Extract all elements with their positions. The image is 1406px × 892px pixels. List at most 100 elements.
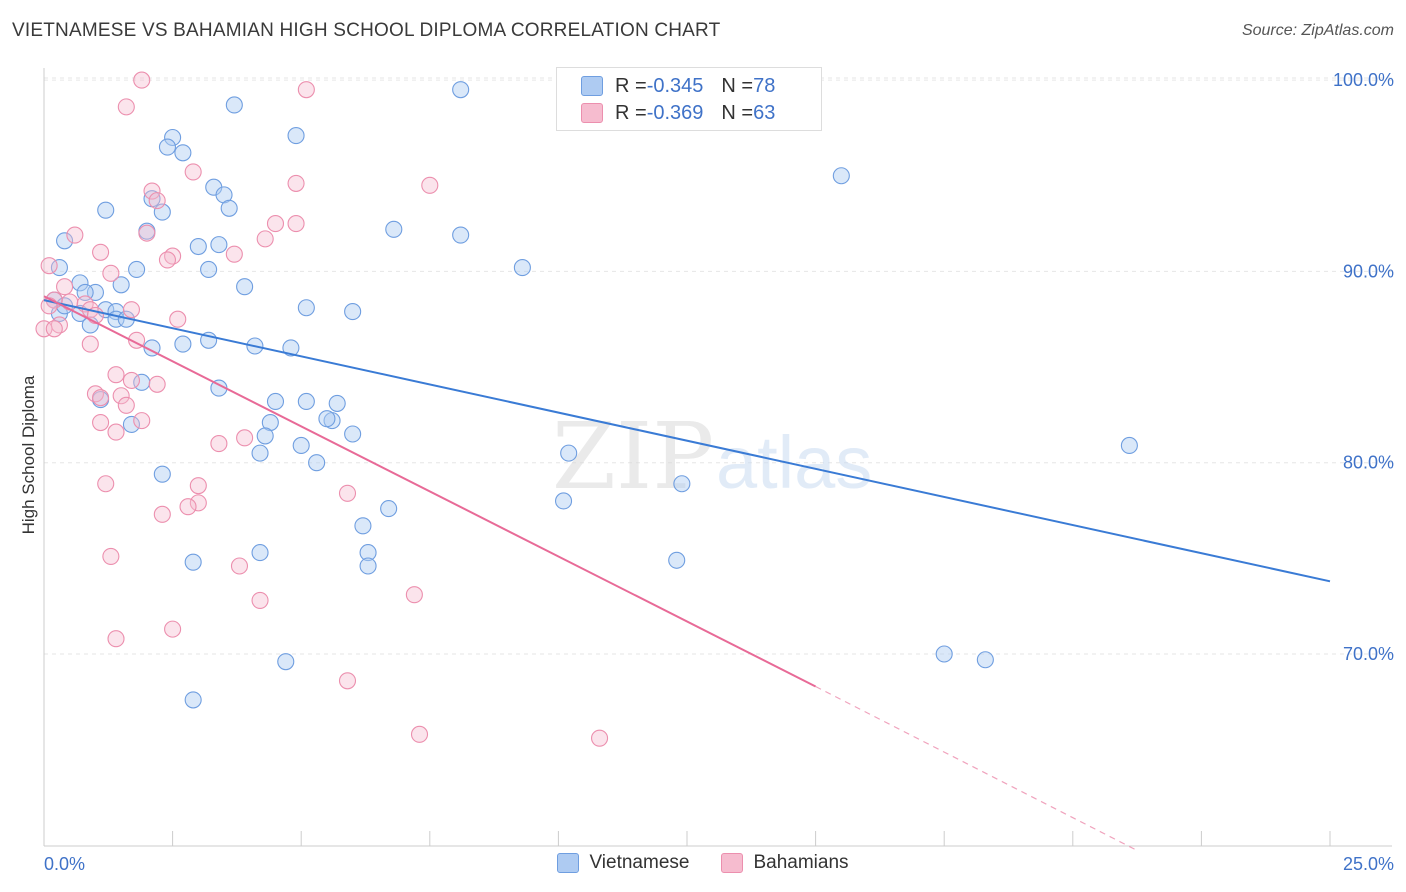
point-vietnamese: [184, 553, 202, 571]
point-vietnamese: [935, 645, 953, 663]
legend-item-bahamians: Bahamians: [721, 852, 849, 874]
point-vietnamese: [210, 236, 228, 254]
point-vietnamese: [277, 653, 295, 671]
point-bahamians: [35, 320, 53, 338]
point-vietnamese: [50, 259, 68, 277]
point-bahamians: [405, 586, 423, 604]
point-vietnamese: [86, 283, 104, 301]
point-bahamians: [158, 251, 177, 269]
point-bahamians: [148, 192, 166, 210]
point-bahamians: [338, 484, 357, 502]
trend-lines: [43, 295, 1331, 850]
point-vietnamese: [158, 138, 177, 156]
point-bahamians: [179, 498, 197, 516]
legend-row-bahamians: R = -0.369 N = 63: [581, 100, 775, 126]
point-bahamians: [45, 320, 63, 338]
trendline-bahamians: [43, 295, 817, 688]
point-bahamians: [297, 81, 315, 99]
point-bahamians: [81, 335, 99, 353]
point-vietnamese: [513, 259, 531, 277]
watermark-zip: ZIP: [552, 403, 714, 510]
point-bahamians: [92, 243, 110, 261]
point-bahamians: [251, 591, 269, 609]
point-bahamians: [153, 505, 171, 523]
point-bahamians: [230, 557, 249, 575]
point-vietnamese: [282, 339, 300, 357]
point-bahamians: [266, 215, 285, 233]
point-vietnamese: [220, 199, 238, 217]
point-bahamians: [287, 174, 305, 192]
point-vietnamese: [554, 492, 573, 510]
trendline-bahamians-extension: [815, 685, 1135, 850]
point-vietnamese: [189, 237, 207, 256]
point-vietnamese: [673, 475, 691, 493]
point-vietnamese: [97, 201, 115, 219]
r-label: R =: [615, 101, 647, 124]
trendline-vietnamese: [43, 299, 1331, 583]
point-bahamians: [107, 366, 125, 384]
legend-item-vietnamese: Vietnamese: [557, 852, 689, 874]
point-vietnamese: [976, 651, 994, 669]
legend-row-vietnamese: R = -0.345 N = 78: [581, 73, 775, 99]
point-vietnamese: [200, 260, 218, 279]
point-vietnamese: [668, 551, 686, 569]
point-bahamians: [133, 412, 151, 430]
point-bahamians: [92, 413, 110, 432]
x-ticks: [172, 831, 1331, 846]
point-vietnamese: [112, 276, 130, 294]
series-bahamians: [35, 71, 609, 747]
point-vietnamese: [318, 410, 336, 428]
point-bahamians: [169, 310, 187, 328]
point-vietnamese: [236, 278, 254, 296]
point-bahamians: [143, 182, 161, 200]
point-bahamians: [107, 630, 125, 648]
point-bahamians: [56, 278, 74, 296]
point-bahamians: [117, 98, 135, 116]
point-bahamians: [184, 163, 202, 181]
point-bahamians: [189, 494, 207, 512]
point-vietnamese: [251, 544, 269, 562]
point-bahamians: [97, 475, 115, 493]
point-bahamians: [225, 245, 243, 263]
point-vietnamese: [832, 167, 850, 185]
y-tick-label: 70.0%: [1343, 644, 1394, 664]
point-vietnamese: [328, 394, 346, 412]
r-label: R =: [615, 74, 647, 97]
r-value: -0.345: [646, 74, 704, 97]
point-bahamians: [410, 725, 429, 743]
source-label: Source: ZipAtlas.com: [1241, 22, 1394, 39]
point-vietnamese: [266, 392, 285, 411]
point-vietnamese: [380, 500, 398, 518]
y-axis-label: High School Diploma: [19, 375, 38, 534]
point-vietnamese: [297, 392, 315, 411]
y-tick-label: 100.0%: [1333, 70, 1394, 90]
n-label: N =: [721, 101, 754, 124]
point-vietnamese: [251, 444, 269, 462]
point-bahamians: [66, 226, 84, 244]
axes: [43, 68, 1392, 847]
n-value: 78: [753, 74, 776, 97]
point-vietnamese: [256, 427, 274, 445]
point-bahamians: [92, 389, 110, 407]
legend-label-bahamians: Bahamians: [753, 852, 849, 873]
y-tick-labels: 70.0% 80.0% 90.0% 100.0%: [1333, 70, 1394, 664]
point-bahamians: [107, 423, 125, 441]
point-bahamians: [102, 264, 120, 282]
point-vietnamese: [153, 465, 171, 483]
watermark: ZIP atlas: [552, 403, 872, 510]
point-vietnamese: [292, 436, 310, 455]
point-vietnamese: [385, 220, 403, 238]
x-tick-label-min: 0.0%: [44, 854, 85, 874]
correlation-legend: R = -0.345 N = 78 R = -0.369 N = 63: [556, 67, 822, 131]
series-vietnamese: [45, 77, 1138, 709]
legend-swatch-bahamians: [581, 103, 603, 123]
series-legend: Vietnamese Bahamians: [0, 852, 1406, 874]
point-vietnamese: [174, 144, 192, 162]
point-bahamians: [133, 71, 151, 89]
point-vietnamese: [344, 303, 362, 321]
legend-label-vietnamese: Vietnamese: [589, 852, 690, 873]
point-vietnamese: [287, 127, 305, 145]
point-vietnamese: [308, 454, 326, 472]
point-vietnamese: [452, 226, 470, 244]
